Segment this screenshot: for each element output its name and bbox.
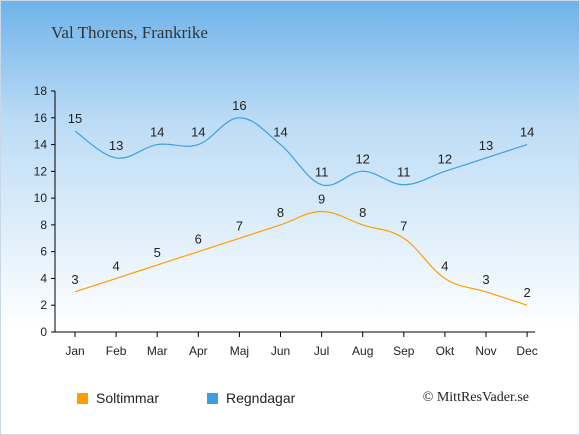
x-tick-label: Jul (314, 344, 329, 358)
x-tick-label: Jun (271, 344, 290, 358)
series-line-regndagar (74, 117, 528, 187)
y-tick-label: 18 (34, 84, 48, 98)
y-tick-label: 6 (40, 245, 47, 259)
x-tick-label: Aug (352, 344, 373, 358)
y-tick-label: 16 (34, 111, 48, 125)
legend-swatch-regndagar (207, 392, 218, 404)
data-label-soltimmar: 7 (400, 218, 407, 233)
data-label-soltimmar: 9 (318, 192, 325, 207)
data-label-soltimmar: 4 (112, 258, 119, 273)
data-label-soltimmar: 3 (482, 272, 489, 287)
x-tick-label: Dec (516, 344, 537, 358)
y-tick-label: 0 (40, 325, 47, 339)
chart-plot: 0 2 4 6 8 10 12 14 16 18 Jan Feb Mar Apr Maj Jun Jul Aug S… (34, 84, 538, 358)
y-tick-label: 12 (34, 164, 48, 178)
data-label-regndagar: 15 (68, 111, 82, 126)
data-label-soltimmar: 8 (277, 205, 284, 220)
x-tick-label: Apr (189, 344, 208, 358)
legend-item-soltimmar: Soltimmar (77, 390, 159, 406)
x-tick-label: Jan (65, 344, 84, 358)
data-label-soltimmar: 4 (441, 258, 448, 273)
data-label-regndagar: 16 (232, 98, 246, 113)
data-label-soltimmar: 8 (359, 205, 366, 220)
chart-title: Val Thorens, Frankrike (51, 23, 208, 42)
data-label-regndagar: 11 (315, 165, 329, 180)
data-label-soltimmar: 7 (236, 218, 243, 233)
legend-label-soltimmar: Soltimmar (96, 390, 160, 406)
data-label-regndagar: 11 (397, 165, 411, 180)
data-label-regndagar: 12 (438, 151, 452, 166)
y-tick-label: 10 (34, 191, 48, 205)
x-tick-label: Feb (106, 344, 127, 358)
data-label-soltimmar: 3 (71, 272, 78, 287)
legend-label-regndagar: Regndagar (226, 390, 296, 406)
x-tick-label: Sep (393, 344, 415, 358)
data-label-soltimmar: 2 (523, 285, 530, 300)
legend-item-regndagar: Regndagar (207, 390, 295, 406)
data-label-regndagar: 14 (191, 125, 205, 140)
y-tick-label: 14 (34, 138, 48, 152)
data-label-regndagar: 14 (150, 125, 164, 140)
data-label-regndagar: 14 (520, 125, 534, 140)
data-label-regndagar: 12 (355, 151, 369, 166)
y-tick-label: 2 (40, 298, 47, 312)
legend-swatch-soltimmar (77, 392, 88, 404)
x-tick-label: Nov (475, 344, 496, 358)
data-label-regndagar: 13 (479, 138, 493, 153)
data-label-soltimmar: 6 (195, 232, 202, 247)
y-tick-label: 8 (40, 218, 47, 232)
x-tick-label: Okt (436, 344, 455, 358)
copyright-credit: © MittResVader.se (422, 390, 529, 405)
y-tick-label: 4 (40, 271, 47, 285)
series-line-soltimmar (74, 210, 528, 306)
x-tick-label: Maj (230, 344, 249, 358)
x-tick-label: Mar (147, 344, 168, 358)
data-label-soltimmar: 5 (154, 245, 161, 260)
data-label-regndagar: 14 (273, 125, 287, 140)
data-label-regndagar: 13 (109, 138, 123, 153)
